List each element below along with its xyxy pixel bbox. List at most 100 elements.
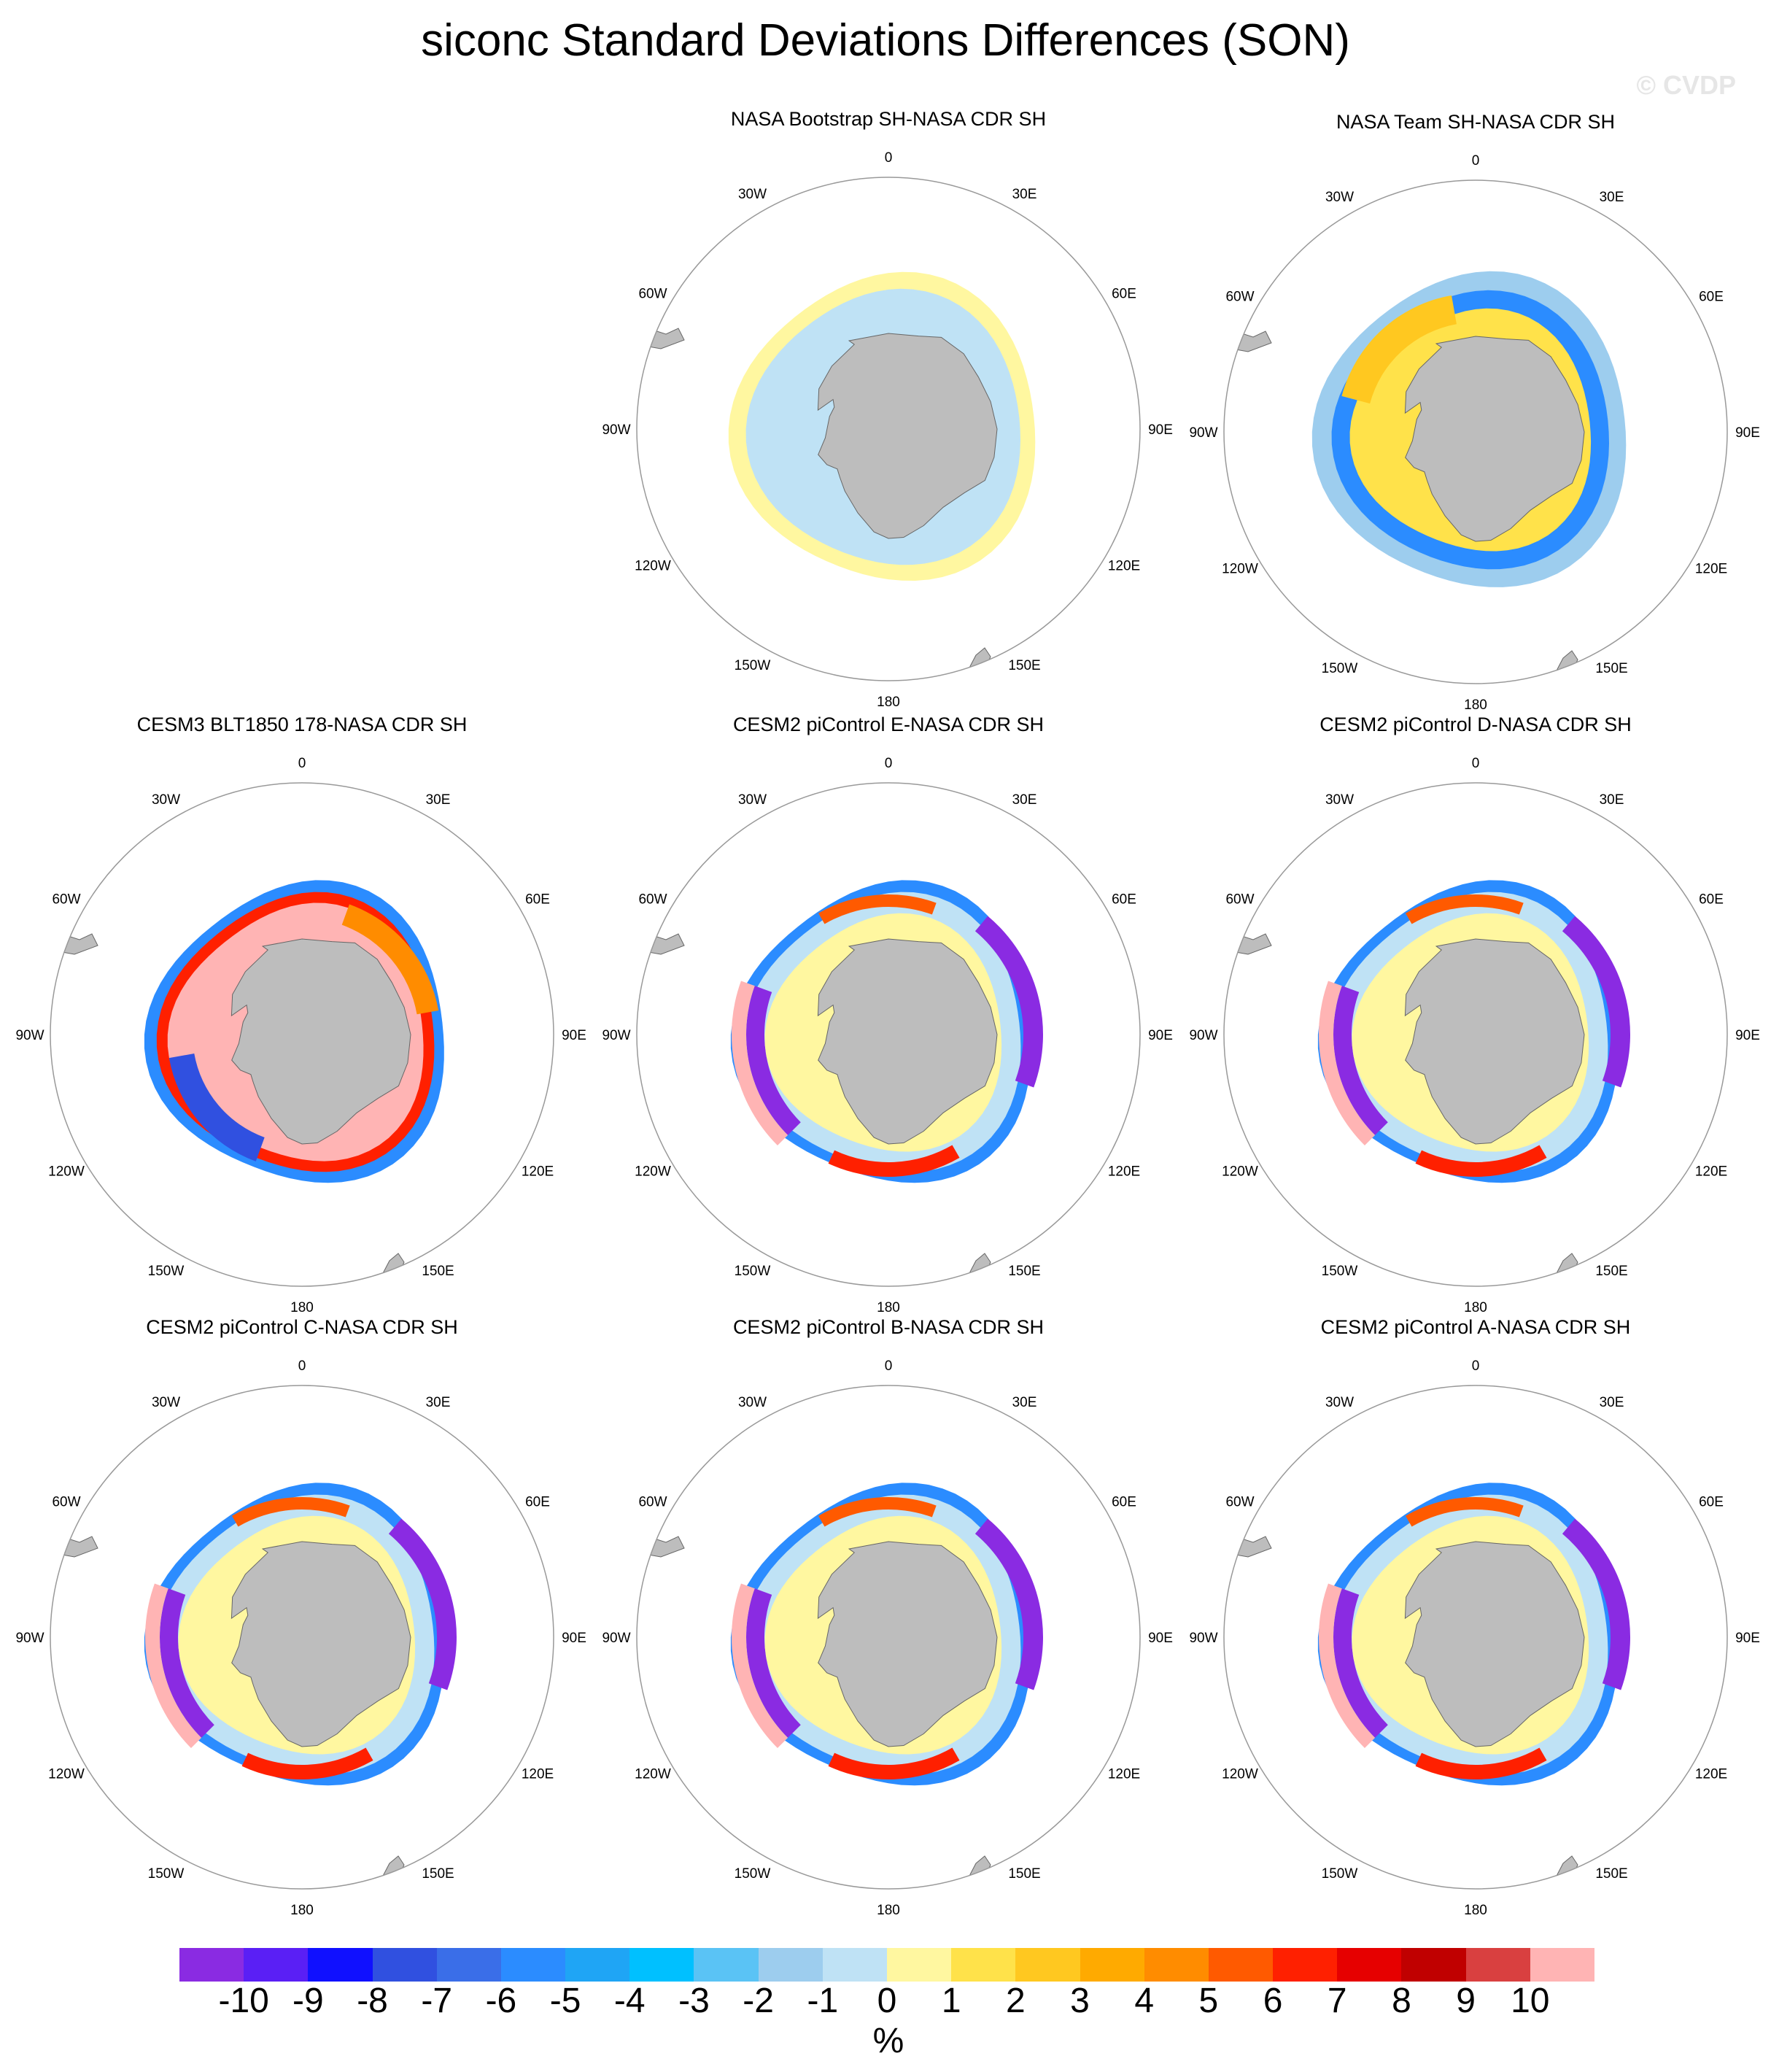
colorbar-box (1144, 1948, 1209, 1982)
longitude-label: 150W (1322, 1264, 1358, 1279)
longitude-label: 30W (152, 1395, 180, 1410)
colorbar-box (244, 1948, 309, 1982)
longitude-label: 60E (1112, 1495, 1136, 1510)
sea-ice-field (341, 904, 439, 1015)
longitude-label: 180 (877, 1300, 900, 1315)
tasmania-landmass (456, 1241, 470, 1256)
sea-ice-field (1333, 986, 1388, 1135)
longitude-label: 90W (15, 1631, 44, 1646)
map-boundary (1223, 1385, 1728, 1890)
longitude-label: 90W (602, 422, 630, 438)
colorbar-tick-label: -4 (613, 1982, 646, 2020)
longitude-label: 150E (1595, 1264, 1627, 1279)
longitude-label: 180 (877, 1903, 900, 1918)
sea-ice-field (1562, 1518, 1630, 1690)
sea-ice-field (1341, 295, 1457, 404)
map-panel-2: NASA Team SH-NASA CDR SH 0 30E 60E 90E 120E 1… (1184, 111, 1767, 713)
antarctica-landmass (1404, 1541, 1585, 1747)
tasmania-landmass (1042, 1241, 1057, 1256)
antarctica-landmass (230, 1541, 411, 1747)
longitude-label: 60E (525, 1495, 550, 1510)
sea-ice-field (828, 1747, 960, 1779)
colorbar-box (1208, 1948, 1274, 1982)
colorbar-box (179, 1948, 244, 1982)
polar-map: 0 30E 60E 90E 120E 150E 180 150W 120W 90W 60W 30W (1189, 1358, 1760, 1918)
tasmania-landmass (1042, 635, 1057, 650)
panel-title: CESM2 piControl C-NASA CDR SH (146, 1316, 458, 1338)
polar-map: 0 30E 60E 90E 120E 150E 180 150W 120W 90W 60W 30W (602, 150, 1172, 710)
longitude-label: 90E (1735, 1631, 1760, 1646)
longitude-label: 30E (1600, 792, 1624, 808)
map-panel-4: CESM2 piControl E-NASA CDR SH 0 30E 60E 90E… (597, 714, 1180, 1315)
longitude-label: 120W (635, 1767, 671, 1782)
tasmania-landmass (456, 1844, 470, 1858)
longitude-label: 60E (1112, 892, 1136, 908)
longitude-label: 60W (1225, 290, 1254, 305)
longitude-label: 180 (1464, 1300, 1487, 1315)
colorbar-tick-label: 3 (1070, 1982, 1090, 2020)
new-zealand-landmass (373, 1855, 405, 1889)
longitude-label: 30E (1012, 792, 1037, 808)
antarctica-landmass (817, 1541, 998, 1747)
colorbar-tick-label: 5 (1198, 1982, 1219, 2020)
colorbar-tick-label: -5 (549, 1982, 581, 2020)
longitude-label: 90E (1735, 425, 1760, 441)
panel-title: CESM2 piControl E-NASA CDR SH (732, 714, 1045, 735)
sea-ice-field (974, 1518, 1043, 1690)
longitude-label: 150W (735, 1866, 771, 1882)
panel-title: CESM2 piControl D-NASA CDR SH (1319, 714, 1632, 735)
longitude-label: 0 (885, 150, 893, 166)
colorbar-tick-label: 0 (877, 1982, 897, 2020)
colorbar-box (758, 1948, 824, 1982)
longitude-label: 90E (1148, 1028, 1173, 1043)
antarctica-landmass (1404, 336, 1585, 542)
panel-title: NASA Bootstrap SH-NASA CDR SH (730, 108, 1047, 130)
longitude-label: 0 (1472, 756, 1480, 771)
colorbar-box (372, 1948, 438, 1982)
sea-ice-field (388, 1518, 457, 1690)
longitude-label: 120W (635, 559, 671, 574)
new-zealand-landmass (959, 1855, 991, 1889)
longitude-label: 30W (738, 187, 767, 202)
colorbar-box (951, 1948, 1016, 1982)
colorbar-tick-label: -1 (807, 1982, 839, 2020)
antarctica-landmass (817, 938, 998, 1145)
map-boundary (1223, 179, 1728, 684)
new-zealand-landmass (959, 1253, 991, 1286)
longitude-label: 120E (1695, 562, 1727, 577)
longitude-label: 60W (52, 1495, 80, 1510)
longitude-label: 30W (738, 792, 767, 808)
longitude-label: 90W (602, 1631, 630, 1646)
tasmania-landmass (1042, 1844, 1057, 1858)
colorbar-tick-label: 8 (1392, 1982, 1411, 2020)
longitude-label: 30E (1012, 187, 1037, 202)
panel-title: NASA Team SH-NASA CDR SH (1336, 111, 1616, 133)
polar-map: 0 30E 60E 90E 120E 150E 180 150W 120W 90W 60W 30W (602, 756, 1173, 1315)
new-zealand-landmass (1546, 1855, 1578, 1889)
sea-ice-field (818, 1497, 937, 1527)
polar-map: 0 30E 60E 90E 120E 150E 180 150W 120W 90W 60W 30W (1189, 153, 1760, 713)
longitude-label: 150W (1322, 661, 1358, 676)
map-panel-8: CESM2 piControl A-NASA CDR SH 0 30E 60E 90E… (1184, 1316, 1767, 1918)
polar-map: 0 30E 60E 90E 120E 150E 180 150W 120W 90W 60W 30W (602, 1358, 1172, 1918)
longitude-label: 90W (1189, 1631, 1217, 1646)
longitude-label: 150E (1008, 1264, 1040, 1279)
tasmania-landmass (1629, 1241, 1644, 1256)
antarctica-landmass (1404, 938, 1585, 1145)
map-panel-1: NASA Bootstrap SH-NASA CDR SH 0 30E 60E 90E… (597, 108, 1180, 710)
tasmania-landmass (1629, 638, 1644, 653)
figure-title: siconc Standard Deviations Differences (… (421, 15, 1350, 66)
sea-ice-field (232, 1497, 350, 1527)
longitude-label: 120E (1695, 1164, 1727, 1180)
longitude-label: 30E (1012, 1395, 1037, 1410)
colorbar-box (308, 1948, 373, 1982)
map-boundary (636, 1385, 1141, 1890)
sea-ice-field (160, 1588, 214, 1738)
longitude-label: 60W (1225, 1495, 1254, 1510)
colorbar-tick-label: -9 (292, 1982, 324, 2020)
colorbar (179, 1948, 1595, 1982)
sea-ice-field (144, 1583, 202, 1749)
colorbar-tick-label: -7 (421, 1982, 453, 2020)
colorbar-box (694, 1948, 759, 1982)
longitude-label: 60W (1225, 892, 1254, 908)
